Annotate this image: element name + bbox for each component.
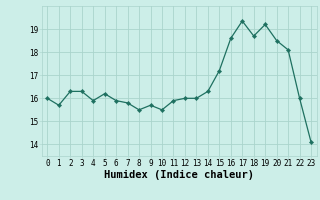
- X-axis label: Humidex (Indice chaleur): Humidex (Indice chaleur): [104, 170, 254, 180]
